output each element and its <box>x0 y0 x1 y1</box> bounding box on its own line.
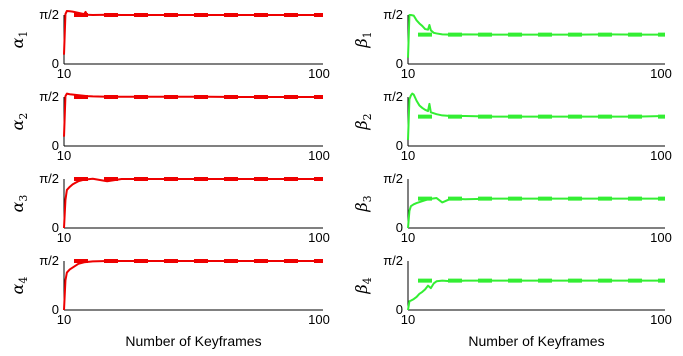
subplot-1: 0 π/2 10 100 α1 <box>8 7 330 81</box>
y-axis-label-subscript: 4 <box>17 277 30 284</box>
estimate-line-7 <box>63 260 323 311</box>
subplot-7: 0 π/2 10 100 α4 Number of Keyframes <box>8 253 330 349</box>
y-axis-label-subscript: 3 <box>17 195 30 202</box>
y-axis-label-subscript: 2 <box>17 113 30 120</box>
x-tick-label: 100 <box>650 148 672 163</box>
y-tick-label: π/2 <box>383 171 403 186</box>
y-tick-label: π/2 <box>39 171 59 186</box>
y-axis-label: β3 <box>352 195 374 212</box>
y-axis-label-subscript: 4 <box>361 277 374 284</box>
y-axis-label-subscript: 1 <box>361 31 374 38</box>
y-axis-label: α2 <box>8 113 30 131</box>
x-tick-label: 10 <box>57 230 71 245</box>
y-tick-label: 0 <box>396 138 403 153</box>
estimate-line-8 <box>407 279 665 311</box>
y-axis-label-subscript: 2 <box>361 113 374 120</box>
estimate-line-6 <box>407 197 665 229</box>
y-axis-label: α3 <box>8 195 30 213</box>
y-tick-label: 0 <box>396 302 403 317</box>
subplot-3: 0 π/2 10 100 α2 <box>8 89 330 163</box>
estimate-line-4 <box>407 92 666 140</box>
x-axis-label: Number of Keyframes <box>468 333 604 349</box>
y-tick-label: π/2 <box>383 253 403 268</box>
estimate-line-2 <box>407 14 665 58</box>
y-tick-label: π/2 <box>39 253 59 268</box>
x-tick-label: 10 <box>401 66 415 81</box>
x-tick-label: 10 <box>57 66 71 81</box>
x-axis-label: Number of Keyframes <box>125 333 261 349</box>
y-axis-label: β1 <box>352 31 374 48</box>
y-tick-label: 0 <box>52 138 59 153</box>
subplot-2: 0 π/2 10 100 β1 <box>352 7 672 81</box>
x-tick-label: 10 <box>401 148 415 163</box>
y-tick-label: π/2 <box>383 89 403 104</box>
x-tick-label: 10 <box>57 148 71 163</box>
estimate-line-5 <box>63 177 323 229</box>
y-tick-label: π/2 <box>39 7 59 22</box>
x-tick-label: 100 <box>308 312 330 327</box>
y-axis-label-subscript: 1 <box>17 31 30 38</box>
subplot-8: 0 π/2 10 100 β4 Number of Keyframes <box>352 253 672 349</box>
y-axis-label: β4 <box>352 277 374 294</box>
x-tick-label: 10 <box>401 312 415 327</box>
y-tick-label: 0 <box>52 56 59 71</box>
y-axis-label: β2 <box>352 113 374 130</box>
x-tick-label: 10 <box>401 230 415 245</box>
y-axis-label: α4 <box>8 277 30 295</box>
x-tick-label: 100 <box>308 230 330 245</box>
estimate-line-1 <box>63 9 323 55</box>
y-tick-label: 0 <box>52 220 59 235</box>
y-tick-label: π/2 <box>39 89 59 104</box>
subplot-4: 0 π/2 10 100 β2 <box>352 89 672 163</box>
y-axis-label: α1 <box>8 31 30 49</box>
x-tick-label: 100 <box>650 312 672 327</box>
x-tick-label: 100 <box>308 148 330 163</box>
y-axis-label-subscript: 3 <box>361 195 374 202</box>
y-tick-label: 0 <box>396 220 403 235</box>
y-tick-label: 0 <box>52 302 59 317</box>
y-tick-label: π/2 <box>383 7 403 22</box>
estimate-line-3 <box>63 92 323 137</box>
x-tick-label: 100 <box>650 66 672 81</box>
x-tick-label: 10 <box>57 312 71 327</box>
subplot-5: 0 π/2 10 100 α3 <box>8 171 330 245</box>
x-tick-label: 100 <box>308 66 330 81</box>
x-tick-label: 100 <box>650 230 672 245</box>
y-tick-label: 0 <box>396 56 403 71</box>
subplot-6: 0 π/2 10 100 β3 <box>352 171 672 245</box>
